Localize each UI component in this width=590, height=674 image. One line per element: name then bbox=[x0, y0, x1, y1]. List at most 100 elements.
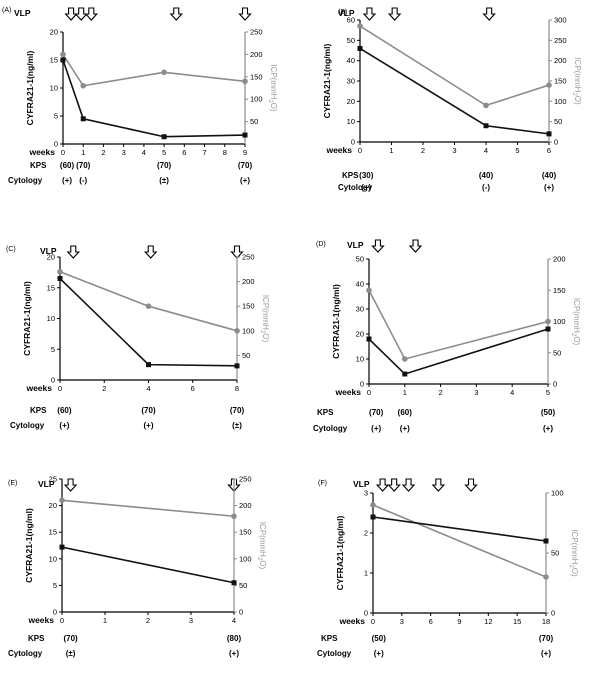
cyfra-point bbox=[402, 371, 408, 377]
kps-label: KPS bbox=[317, 408, 334, 417]
kps-label: KPS bbox=[30, 161, 47, 170]
cyfra-series-line bbox=[59, 277, 238, 367]
right-tick-label: 100 bbox=[242, 326, 255, 335]
vlp-label: VLP bbox=[353, 479, 370, 489]
left-tick-label: 60 bbox=[347, 16, 355, 25]
panel-letter: (B) bbox=[338, 9, 347, 16]
x-tick-label: 18 bbox=[542, 617, 550, 626]
x-tick-label: 0 bbox=[61, 148, 65, 157]
left-tick-label: 15 bbox=[49, 528, 57, 537]
x-tick-label: 8 bbox=[235, 384, 239, 393]
x-tick-label: 3 bbox=[122, 148, 126, 157]
x-tick-label: 8 bbox=[223, 148, 227, 157]
kps-value: (70) bbox=[63, 634, 78, 643]
cytology-value: (+) bbox=[361, 183, 371, 192]
cytology-label: Cytology bbox=[338, 183, 373, 192]
cytology-label: Cytology bbox=[317, 649, 352, 658]
x-tick-label: 4 bbox=[142, 148, 146, 157]
x-tick-label: 2 bbox=[146, 616, 150, 625]
vlp-arrow-icon bbox=[431, 478, 446, 492]
icp-series-line bbox=[61, 499, 235, 518]
cyfra-point bbox=[146, 362, 151, 368]
right-tick-label: 100 bbox=[554, 97, 567, 106]
right-axis-title: ICP(mmH2O) bbox=[256, 522, 267, 570]
x-tick-label: 3 bbox=[189, 616, 193, 625]
cytology-label: Cytology bbox=[8, 176, 43, 185]
vlp-arrow-icon bbox=[482, 7, 496, 21]
right-tick-label: 100 bbox=[553, 317, 566, 326]
vlp-arrow-icon bbox=[84, 7, 99, 21]
x-axis-label: weeks bbox=[25, 383, 52, 393]
right-tick-label: 50 bbox=[239, 581, 247, 590]
right-tick-label: 150 bbox=[554, 77, 567, 86]
cytology-value: (+) bbox=[144, 421, 154, 430]
left-tick-label: 50 bbox=[347, 36, 355, 45]
right-tick-label: 150 bbox=[239, 528, 252, 537]
x-tick-label: 4 bbox=[484, 146, 488, 155]
x-axis-label: weeks bbox=[338, 616, 365, 626]
x-axis-label: weeks bbox=[28, 147, 55, 157]
cytology-label: Cytology bbox=[313, 424, 348, 433]
icp-point bbox=[370, 502, 376, 508]
kps-value: (70) bbox=[539, 634, 554, 643]
vlp-arrow-icon bbox=[63, 478, 78, 492]
right-tick-label: 150 bbox=[553, 286, 566, 295]
chart-panel-3: (C) VLP 0 5 10 15 20 50 100 150 200 250 0 2 4 6 8 weeks CY… bbox=[6, 245, 270, 430]
right-tick-label: 150 bbox=[250, 72, 263, 81]
cyfra-point bbox=[242, 132, 248, 138]
right-tick-label: 250 bbox=[239, 475, 252, 484]
kps-label: KPS bbox=[342, 171, 359, 180]
kps-value: (70) bbox=[157, 161, 172, 170]
cytology-value: (+) bbox=[59, 421, 69, 430]
right-tick-label: 50 bbox=[554, 117, 562, 126]
cyfra-point bbox=[545, 326, 551, 332]
left-tick-label: 0 bbox=[54, 140, 58, 149]
right-tick-label: 250 bbox=[554, 36, 567, 45]
cyfra-series-line bbox=[372, 516, 547, 542]
icp-series-line bbox=[62, 53, 246, 87]
x-tick-label: 7 bbox=[202, 148, 206, 157]
left-tick-label: 0 bbox=[51, 376, 55, 385]
vlp-arrow-icon bbox=[169, 7, 183, 21]
cyfra-point bbox=[483, 123, 489, 129]
x-tick-label: 1 bbox=[81, 148, 85, 157]
kps-label: KPS bbox=[28, 634, 45, 643]
left-tick-label: 5 bbox=[51, 345, 55, 354]
left-axis-title: CYFRA21-1(ng/ml) bbox=[335, 516, 345, 591]
x-tick-label: 12 bbox=[484, 617, 492, 626]
right-tick-label: 100 bbox=[551, 489, 564, 498]
x-tick-label: 5 bbox=[515, 146, 519, 155]
chart-panel-4: (D) VLP 0 10 20 30 40 50 0 50 100 150 200 0 1 2 3 4 5 weeks… bbox=[313, 239, 581, 433]
kps-value: (60) bbox=[398, 408, 413, 417]
left-tick-label: 15 bbox=[50, 56, 58, 65]
vlp-arrow-icon bbox=[143, 245, 158, 259]
x-tick-label: 4 bbox=[510, 388, 514, 397]
cytology-value: (+) bbox=[240, 176, 250, 185]
x-tick-label: 6 bbox=[191, 384, 195, 393]
left-tick-label: 5 bbox=[53, 581, 57, 590]
right-tick-label: 0 bbox=[553, 380, 557, 389]
icp-point bbox=[234, 328, 240, 334]
x-tick-label: 1 bbox=[403, 388, 407, 397]
left-axis-title: CYFRA21-1(ng/ml) bbox=[22, 281, 32, 356]
icp-series-line bbox=[368, 289, 549, 360]
cyfra-point bbox=[357, 45, 363, 51]
right-tick-label: 0 bbox=[551, 609, 555, 618]
icp-point bbox=[60, 51, 66, 58]
x-tick-label: 2 bbox=[439, 388, 443, 397]
right-axis-title: ICP(mmH2O) bbox=[568, 529, 579, 577]
cyfra-point bbox=[57, 276, 63, 282]
left-tick-label: 30 bbox=[347, 77, 355, 86]
left-tick-label: 25 bbox=[49, 475, 57, 484]
right-axis-title: ICP(mmH2O) bbox=[571, 57, 582, 105]
vlp-arrow-icon bbox=[238, 7, 252, 21]
cyfra-series-line bbox=[359, 47, 550, 135]
vlp-arrow-icon bbox=[230, 245, 244, 259]
right-tick-label: 100 bbox=[250, 95, 263, 104]
left-tick-label: 1 bbox=[364, 569, 368, 578]
left-tick-label: 3 bbox=[364, 489, 368, 498]
x-tick-label: 5 bbox=[546, 388, 550, 397]
kps-value: (70) bbox=[76, 161, 91, 170]
icp-point bbox=[366, 287, 372, 294]
